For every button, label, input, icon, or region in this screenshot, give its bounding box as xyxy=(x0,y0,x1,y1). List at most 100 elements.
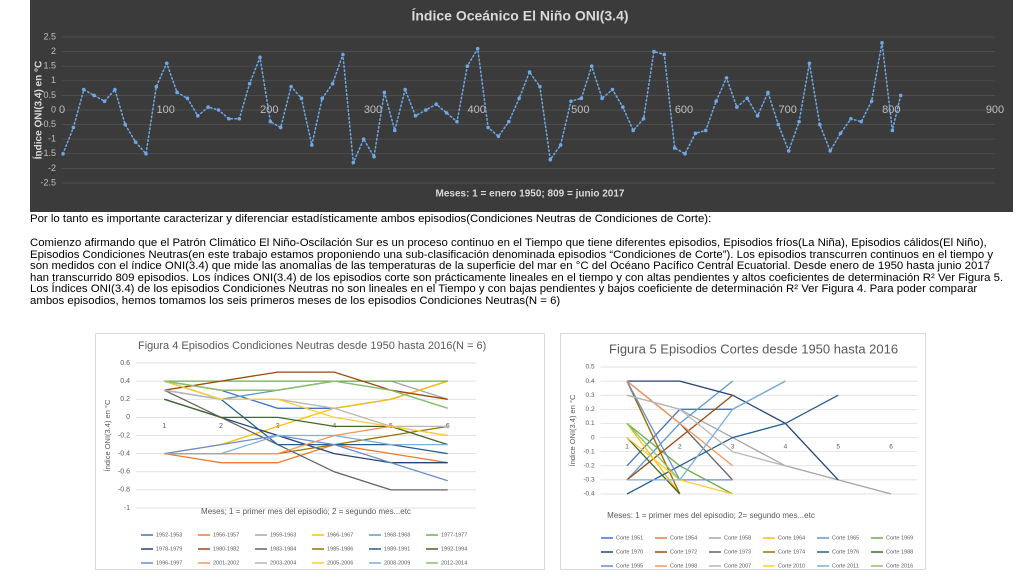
series-line xyxy=(164,380,448,437)
x-tick-label: 3 xyxy=(731,443,735,450)
x-tick-label: 200 xyxy=(260,104,278,116)
legend-label: 1966-1967 xyxy=(327,532,353,538)
chart-title: Índice Oceánico El Niño ONI(3.4) xyxy=(411,8,628,24)
point xyxy=(475,46,480,51)
legend-label: Corte 1998 xyxy=(670,563,697,569)
legend-label: Corte 1970 xyxy=(616,549,643,555)
legend-label: Corte 1964 xyxy=(778,535,805,541)
legend-label: 2001-2002 xyxy=(213,560,239,566)
series-line xyxy=(164,371,448,400)
point xyxy=(507,119,511,124)
point xyxy=(538,84,542,89)
legend-label: 2012-2014 xyxy=(441,560,467,566)
y-tick-label: -0.5 xyxy=(40,119,56,129)
x-tick-label: 100 xyxy=(156,104,174,116)
point xyxy=(382,90,387,95)
series-line xyxy=(164,389,448,491)
point xyxy=(361,137,366,141)
y-tick-label: -0.4 xyxy=(583,491,595,498)
point xyxy=(652,49,656,54)
legend-label: Corte 1951 xyxy=(616,535,643,541)
y-tick-label: 0.4 xyxy=(586,378,595,385)
point xyxy=(818,122,822,127)
point xyxy=(786,149,791,153)
series-line xyxy=(626,380,734,467)
point xyxy=(869,99,874,104)
point xyxy=(216,108,221,112)
point xyxy=(745,96,750,101)
chart: 0.5 0.4 0.3 0.2 0.1 0 -0.1 -0.2 -0.3 -0.4 1 2 3 4 5 6 Co… xyxy=(561,334,925,569)
series-line xyxy=(626,437,681,495)
point xyxy=(807,61,812,66)
legend-label: 2008-2009 xyxy=(384,560,410,566)
point xyxy=(102,99,107,104)
legend-label: 1968-1968 xyxy=(384,532,410,538)
point xyxy=(258,55,262,60)
x-tick-label: 900 xyxy=(986,104,1004,116)
legend-label: 1952-1953 xyxy=(156,532,182,538)
y-tick-label: -1.5 xyxy=(40,148,56,158)
figure-4-panel: 0.6 0.4 0.2 0 -0.2 -0.4 -0.6 -0.8 -1 1 2 3 4 5 6 1952-1… xyxy=(95,333,545,570)
point xyxy=(641,116,646,121)
point xyxy=(196,114,200,118)
y-tick-label: -2.5 xyxy=(40,177,56,187)
point xyxy=(227,116,231,121)
point xyxy=(838,131,843,136)
y-tick-label: -0.4 xyxy=(118,450,130,457)
legend-label: Corte 2010 xyxy=(778,563,805,569)
point xyxy=(320,96,325,101)
y-tick-label: -0.3 xyxy=(583,477,595,484)
point xyxy=(113,87,117,92)
legend-label: Corte 2016 xyxy=(886,563,913,569)
point xyxy=(133,140,138,144)
series-line xyxy=(626,394,786,467)
point xyxy=(268,119,273,124)
y-tick-label: 0.2 xyxy=(120,396,130,403)
series-line xyxy=(164,380,448,409)
x-tick-label: 2 xyxy=(219,423,223,430)
point xyxy=(81,87,86,92)
legend-label: Corte 1954 xyxy=(670,535,697,541)
point xyxy=(247,81,252,86)
point xyxy=(662,52,667,57)
point xyxy=(621,105,625,109)
point xyxy=(631,128,636,133)
x-tick-label: 6 xyxy=(889,443,893,450)
legend-label: Corte 1973 xyxy=(724,549,751,555)
point xyxy=(558,143,563,147)
y-tick-label: -0.1 xyxy=(583,448,595,455)
y-tick-label: 0 xyxy=(51,104,56,114)
legend-label: 1992-1994 xyxy=(441,546,467,552)
legend-label: Corte 2011 xyxy=(832,563,859,569)
legend-label: 1996-1997 xyxy=(156,560,182,566)
x-tick-label: 5 xyxy=(836,443,840,450)
background xyxy=(96,334,544,569)
y-tick-label: 0.5 xyxy=(43,90,56,100)
series-line xyxy=(164,434,448,455)
y-tick-label: 2 xyxy=(51,46,56,56)
legend-label: 1977-1977 xyxy=(441,532,467,538)
y-tick-label: 0.3 xyxy=(586,392,595,399)
series-line xyxy=(164,398,448,446)
point xyxy=(486,125,490,130)
y-tick-label: -2 xyxy=(48,163,56,173)
y-tick-label: 0.4 xyxy=(120,378,130,385)
point xyxy=(735,105,739,109)
point xyxy=(299,96,304,101)
x-tick-label: 300 xyxy=(364,104,382,116)
point xyxy=(683,152,687,156)
point xyxy=(693,131,698,136)
y-tick-label: 0 xyxy=(126,414,130,421)
y-tick-label: 0.2 xyxy=(586,406,595,413)
point xyxy=(444,111,449,115)
y-tick-label: 0 xyxy=(591,434,595,441)
x-tick-label: 0 xyxy=(59,104,65,116)
point xyxy=(330,81,335,86)
point xyxy=(589,64,594,68)
legend-label: Corte 1958 xyxy=(724,535,751,541)
y-tick-label: 0.1 xyxy=(586,420,595,427)
legend-label: 2003-2004 xyxy=(270,560,296,566)
point xyxy=(341,52,345,57)
x-axis-label: Meses: 1 = enero 1950; 809 = junio 2017 xyxy=(436,189,625,200)
